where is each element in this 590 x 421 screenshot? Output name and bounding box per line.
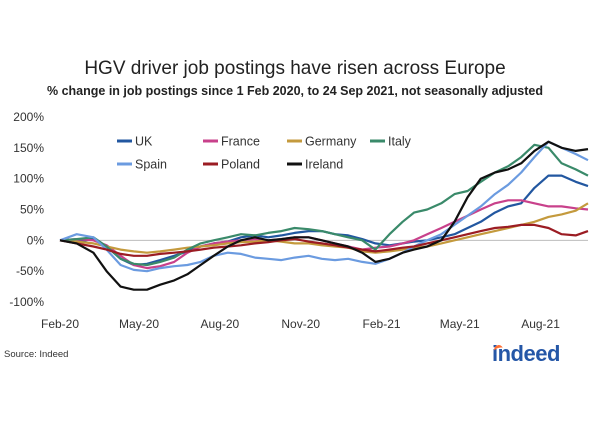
series-line-ireland [59, 140, 589, 291]
legend-label: Italy [388, 135, 412, 149]
y-tick-label: 150% [13, 141, 44, 155]
y-tick-label: -100% [9, 295, 44, 309]
legend-label: France [221, 135, 260, 149]
y-axis-ticks: -100% -50% 0% 50% 100% 150% 200% [9, 110, 44, 309]
series-line-italy [59, 143, 589, 267]
x-tick-label: Feb-20 [41, 317, 79, 331]
x-tick-label: May-21 [440, 317, 480, 331]
y-tick-label: 200% [13, 110, 44, 124]
x-tick-label: May-20 [119, 317, 159, 331]
indeed-logo: indeed [492, 341, 560, 366]
legend-label: UK [135, 135, 153, 149]
y-tick-label: 100% [13, 172, 44, 186]
legend-label: Ireland [305, 158, 343, 172]
x-tick-label: Feb-21 [363, 317, 401, 331]
legend-label: Poland [221, 158, 260, 172]
series-lines [59, 140, 589, 291]
series-line-poland [59, 223, 589, 257]
y-tick-label: 50% [20, 203, 44, 217]
y-tick-label: -50% [16, 264, 44, 278]
chart-subtitle: % change in job postings since 1 Feb 202… [47, 84, 543, 98]
y-tick-label: 0% [27, 233, 45, 247]
chart-title: HGV driver job postings have risen acros… [84, 58, 506, 79]
legend: UK France Germany Italy Spain Poland Ireland [117, 135, 412, 172]
source-note: Source: Indeed [4, 349, 69, 360]
x-tick-label: Aug-20 [201, 317, 240, 331]
x-tick-label: Aug-21 [521, 317, 560, 331]
legend-label: Germany [305, 135, 357, 149]
legend-label: Spain [135, 158, 167, 172]
series-line-germany [59, 202, 589, 254]
x-axis-ticks: Feb-20 May-20 Aug-20 Nov-20 Feb-21 May-21 Aug-… [41, 317, 560, 331]
series-line-spain [59, 140, 589, 273]
x-tick-label: Nov-20 [281, 317, 320, 331]
